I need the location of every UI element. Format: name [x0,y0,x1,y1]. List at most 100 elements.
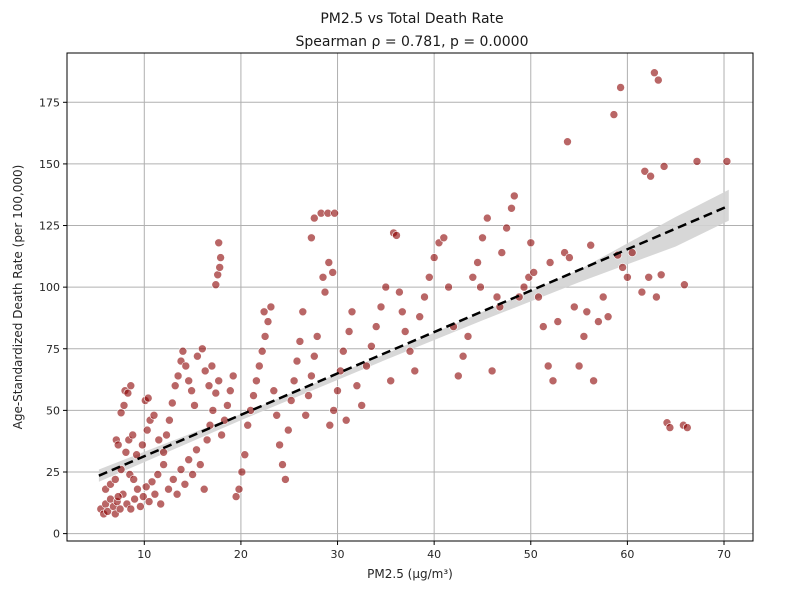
x-tick-label: 70 [717,548,731,561]
x-axis-ticks: 10 20 30 40 50 60 70 [137,541,731,561]
data-point [692,157,702,166]
data-point [196,460,205,469]
data-point [133,484,142,494]
data-point [130,494,139,504]
data-point [164,484,173,494]
data-point [215,263,224,272]
data-point [129,475,138,484]
data-point [543,361,553,371]
data-point [502,223,511,233]
data-point [172,489,182,499]
data-point [586,240,596,250]
data-point [190,401,199,410]
data-point [259,307,269,317]
data-point [439,233,449,243]
data-point [226,386,235,396]
data-point [507,204,516,213]
data-point [548,376,558,386]
data-point [386,376,396,386]
confidence-band-area [98,189,729,482]
data-point [325,420,335,430]
chart-subtitle: Spearman ρ = 0.781, p = 0.0000 [295,34,528,50]
x-tick-label: 60 [620,548,634,561]
data-point [139,492,148,501]
plot-frame [66,52,754,542]
data-point [476,282,485,292]
data-point [123,388,133,398]
data-point [208,406,218,415]
data-point [252,376,261,386]
data-point [113,440,123,450]
data-point [304,391,313,400]
data-point [214,238,223,248]
data-point [159,460,168,469]
data-point [188,470,197,479]
data-point [295,337,305,346]
regression-line [98,204,730,477]
data-point [162,430,171,440]
data-point [482,213,492,223]
data-point [329,406,339,415]
data-point [180,479,190,489]
y-tick-label: 175 [39,96,60,109]
data-point [286,396,296,405]
data-point [192,445,201,455]
data-point [618,263,627,272]
data-point [228,371,238,381]
data-point [376,302,386,312]
data-point [367,341,376,351]
data-point [187,386,196,396]
data-point [338,346,348,356]
data-point [281,475,290,484]
data-point [529,268,539,277]
data-point [202,435,212,445]
data-point [519,282,529,292]
data-point [184,455,193,465]
data-point [616,83,625,92]
data-point [526,238,536,248]
data-point [357,401,367,410]
data-point [216,253,225,262]
data-point [680,280,689,290]
data-point [254,361,264,371]
data-point [275,440,284,450]
data-point [121,447,131,457]
data-point [170,381,180,391]
data-point [213,270,222,280]
data-point [260,332,270,341]
data-point [111,475,120,484]
data-point [211,388,221,398]
data-point [553,317,563,326]
data-point [234,484,244,494]
data-point [200,366,210,376]
data-point [640,167,650,176]
data-point [682,423,692,432]
data-point [278,460,287,469]
y-tick-label: 75 [46,343,60,356]
data-point [144,497,154,506]
data-point [594,317,603,326]
data-point [603,312,613,322]
data-point [424,272,434,282]
data-point [168,398,177,408]
y-tick-label: 0 [53,528,60,541]
chart-title: PM2.5 vs Total Death Rate [320,11,503,27]
x-tick-label: 20 [234,548,248,561]
data-point [199,484,209,494]
data-point [320,287,330,297]
data-point [173,371,183,381]
data-point [249,391,258,400]
data-point [582,307,592,317]
data-point [492,292,502,302]
data-point [266,302,276,312]
data-point [381,282,391,292]
data-point [534,292,543,302]
data-point [198,344,207,354]
data-point [257,346,267,356]
data-point [142,425,152,435]
data-point [150,489,160,499]
data-point [324,258,334,267]
data-point [538,322,548,331]
data-point [181,361,191,371]
data-point [400,327,410,336]
